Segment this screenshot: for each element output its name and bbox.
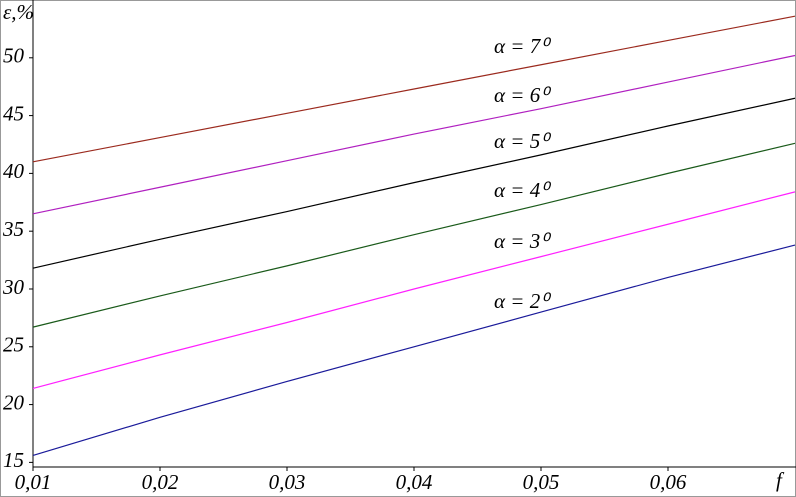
- x-axis-label: f: [776, 468, 785, 492]
- y-tick-label: 50: [3, 44, 25, 68]
- series-label: α = 2⁰: [494, 289, 552, 313]
- series-line: [32, 244, 796, 457]
- series-label: α = 6⁰: [494, 83, 552, 107]
- y-tick-label: 45: [3, 101, 24, 125]
- series-line: [32, 54, 796, 215]
- x-tick-label: 0,04: [396, 470, 433, 494]
- series-label: α = 4⁰: [494, 178, 552, 202]
- series-line: [32, 15, 796, 163]
- y-tick-label: 40: [3, 159, 25, 183]
- series-line: [32, 191, 796, 389]
- series-label: α = 7⁰: [494, 34, 552, 58]
- y-axis-label: ε,%: [3, 0, 34, 24]
- x-tick-label: 0,05: [523, 470, 560, 494]
- series-line: [32, 142, 796, 328]
- x-tick-label: 0,03: [269, 470, 306, 494]
- series-line: [32, 97, 796, 269]
- y-tick-label: 15: [3, 448, 24, 472]
- y-tick-label: 20: [3, 390, 25, 414]
- x-tick-label: 0,01: [15, 470, 52, 494]
- y-tick-label: 35: [2, 217, 24, 241]
- y-tick-label: 25: [3, 333, 24, 357]
- series-label: α = 5⁰: [494, 129, 552, 153]
- x-tick-label: 0,06: [650, 470, 687, 494]
- series-label: α = 3⁰: [494, 229, 552, 253]
- x-tick-label: 0,02: [142, 470, 179, 494]
- y-tick-label: 30: [2, 275, 25, 299]
